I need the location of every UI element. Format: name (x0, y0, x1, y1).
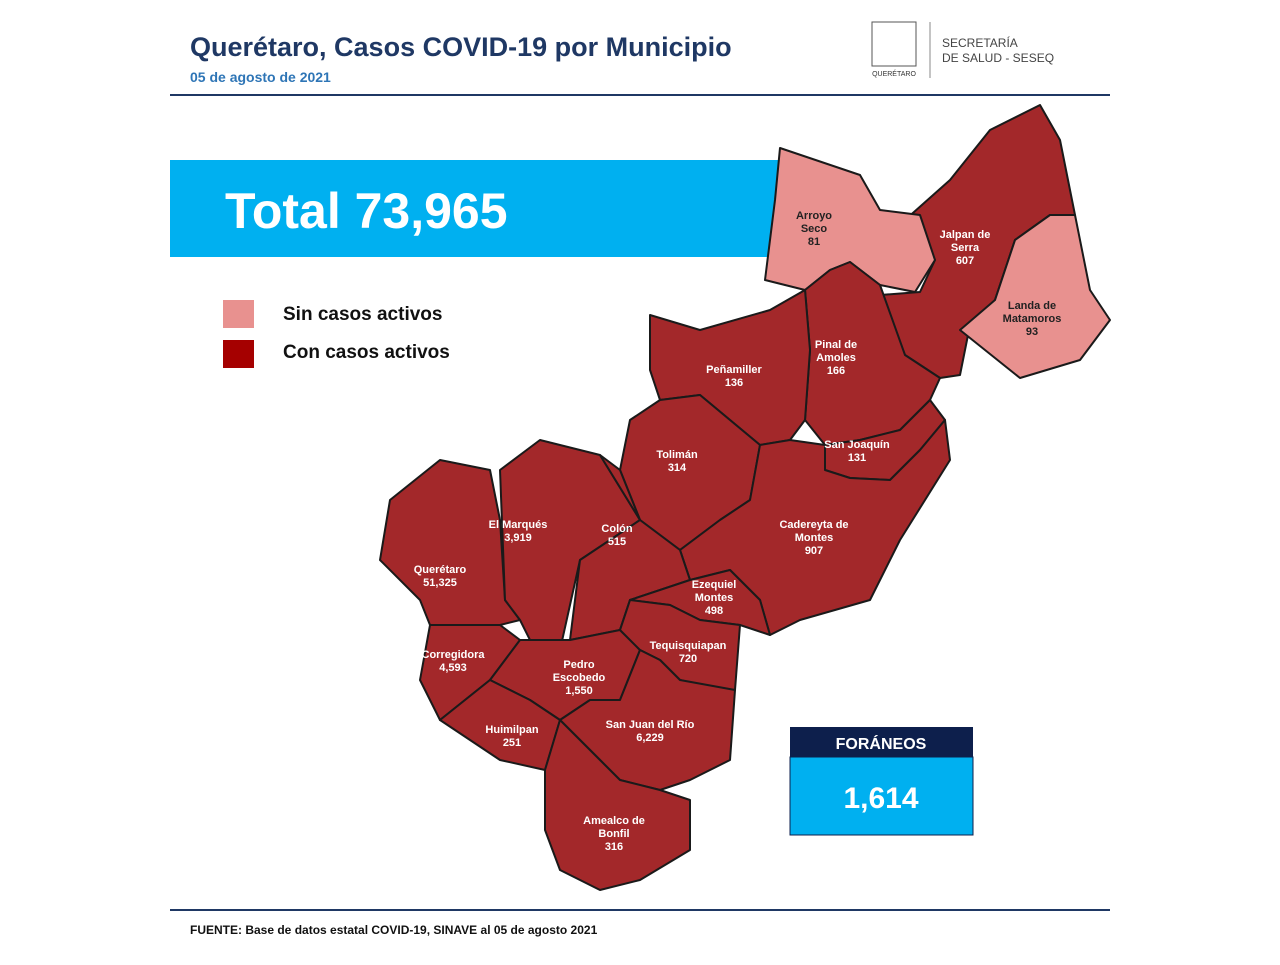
footer: FUENTE: Base de datos estatal COVID-19, … (190, 923, 598, 937)
legend-label: Con casos activos (283, 342, 450, 363)
municipality-name: Ezequiel (692, 579, 737, 591)
municipality-name: Montes (795, 532, 834, 544)
municipality-area (959, 214, 1111, 379)
municipality-name: Bonfil (598, 828, 629, 840)
municipality-cases: 81 (808, 236, 820, 248)
municipality-cases: 316 (605, 841, 623, 853)
municipality-name: El Marqués (489, 519, 548, 531)
municipality-area (499, 439, 641, 661)
title: Querétaro, Casos COVID-19 por Municipio (190, 32, 732, 62)
municipality-name: Cadereyta de (779, 519, 848, 531)
municipality-name: Amealco de (583, 815, 645, 827)
municipality-cases: 498 (705, 605, 723, 617)
municipality-cases: 136 (725, 377, 743, 389)
municipality-cases: 166 (827, 365, 845, 377)
foraneos-box (789, 756, 974, 836)
total-banner (170, 160, 790, 257)
legend-swatch (223, 340, 254, 368)
municipality-cases: 1,550 (565, 685, 593, 697)
municipality-name: Pinal de (815, 339, 857, 351)
date: 05 de agosto de 2021 (190, 69, 331, 85)
municipality-name: San Juan del Río (606, 719, 695, 731)
municipality-area (544, 719, 691, 891)
municipality-name: Pedro (563, 659, 594, 671)
map (379, 104, 1111, 891)
municipality-name: Montes (695, 592, 734, 604)
municipality-name: Huimilpan (485, 724, 538, 736)
municipality-name: Amoles (816, 352, 856, 364)
municipality-name: Corregidora (422, 649, 486, 661)
agency: SECRETARÍA (942, 35, 1018, 50)
municipality-cases: 131 (848, 452, 866, 464)
municipality-cases: 3,919 (504, 532, 532, 544)
municipality-name: Colón (601, 523, 632, 535)
municipality-cases: 93 (1026, 326, 1038, 338)
foraneos-header (790, 727, 973, 757)
total: Total 73,965 (225, 183, 508, 239)
municipality-name: Peñamiller (706, 364, 762, 376)
municipality-area (649, 289, 811, 446)
municipality-cases: 515 (608, 536, 626, 548)
foraneos-value: 1,614 (843, 782, 918, 815)
municipality-name: Tequisquiapan (650, 640, 727, 652)
municipality-name: Jalpan de (940, 229, 991, 241)
agency: DE SALUD - SESEQ (942, 51, 1054, 65)
municipality-cases: 251 (503, 737, 521, 749)
municipality-name: Querétaro (414, 564, 467, 576)
municipality-cases: 607 (956, 255, 974, 267)
logo-text: QUERÉTARO (872, 69, 916, 78)
legend-label: Sin casos activos (283, 304, 442, 325)
municipality-cases: 314 (668, 462, 687, 474)
municipality-name: Matamoros (1003, 313, 1062, 325)
municipality-area (379, 459, 521, 626)
legend-swatch (223, 300, 254, 328)
municipality-name: Serra (951, 242, 980, 254)
municipality-name: Escobedo (553, 672, 606, 684)
foraneos-label: FORÁNEOS (836, 734, 927, 753)
municipality-cases: 720 (679, 653, 697, 665)
municipality-cases: 4,593 (439, 662, 467, 674)
municipality-cases: 6,229 (636, 732, 664, 744)
logo (871, 21, 917, 67)
municipality-name: Tolimán (656, 449, 698, 461)
municipality-name: San Joaquín (824, 439, 890, 451)
municipality-area (439, 679, 561, 771)
municipality-name: Landa de (1008, 300, 1056, 312)
municipality-name: Seco (801, 223, 828, 235)
municipality-cases: 907 (805, 545, 823, 557)
municipality-cases: 51,325 (423, 577, 457, 589)
municipality-name: Arroyo (796, 210, 832, 222)
